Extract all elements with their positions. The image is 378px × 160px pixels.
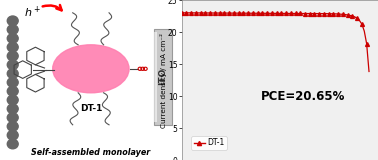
Circle shape	[7, 16, 18, 26]
FancyArrowPatch shape	[43, 5, 62, 10]
Text: DT-1: DT-1	[80, 104, 102, 113]
Text: Self-assembled monolayer: Self-assembled monolayer	[31, 148, 150, 157]
Y-axis label: Current density / mA cm⁻²: Current density / mA cm⁻²	[160, 32, 167, 128]
Text: PCE=20.65%: PCE=20.65%	[261, 89, 345, 103]
Circle shape	[7, 51, 18, 61]
Circle shape	[7, 25, 18, 34]
Circle shape	[7, 42, 18, 52]
Text: ITO: ITO	[158, 68, 167, 85]
Legend: DT-1: DT-1	[191, 136, 227, 150]
Circle shape	[7, 104, 18, 114]
Text: $h^+$: $h^+$	[23, 5, 40, 20]
Circle shape	[7, 60, 18, 70]
Circle shape	[7, 78, 18, 87]
Circle shape	[7, 122, 18, 131]
Circle shape	[7, 95, 18, 105]
Circle shape	[7, 34, 18, 43]
Circle shape	[7, 130, 18, 140]
Circle shape	[7, 139, 18, 149]
Ellipse shape	[53, 45, 129, 93]
Bar	[155, 32, 157, 122]
Circle shape	[7, 113, 18, 122]
Circle shape	[7, 86, 18, 96]
Bar	[153, 29, 172, 125]
Circle shape	[7, 69, 18, 78]
